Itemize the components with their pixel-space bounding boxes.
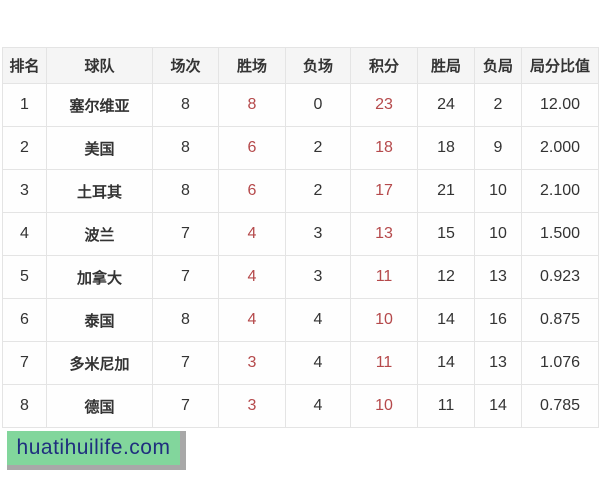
cell-sets-won: 12 xyxy=(417,255,475,299)
cell-set-ratio: 12.00 xyxy=(521,83,599,127)
cell-sets-lost: 2 xyxy=(474,83,522,127)
cell-set-ratio: 1.076 xyxy=(521,341,599,385)
cell-losses: 4 xyxy=(285,298,351,342)
cell-points: 10 xyxy=(350,298,418,342)
cell-rank: 8 xyxy=(2,384,47,428)
cell-played: 7 xyxy=(152,384,219,428)
cell-points: 11 xyxy=(350,255,418,299)
watermark-badge: huatihuilife.com xyxy=(7,431,186,470)
cell-wins: 3 xyxy=(218,384,286,428)
cell-sets-won: 24 xyxy=(417,83,475,127)
cell-rank: 2 xyxy=(2,126,47,170)
header-sets-lost: 负局 xyxy=(474,47,522,84)
table-row: 7 多米尼加 7 3 4 11 14 13 1.076 xyxy=(2,341,599,385)
table-row: 1 塞尔维亚 8 8 0 23 24 2 12.00 xyxy=(2,83,599,127)
cell-sets-lost: 10 xyxy=(474,169,522,213)
cell-team: 德国 xyxy=(46,384,153,428)
table-row: 5 加拿大 7 4 3 11 12 13 0.923 xyxy=(2,255,599,299)
cell-rank: 1 xyxy=(2,83,47,127)
header-played: 场次 xyxy=(152,47,219,84)
table-row: 8 德国 7 3 4 10 11 14 0.785 xyxy=(2,384,599,428)
cell-sets-won: 11 xyxy=(417,384,475,428)
cell-sets-lost: 13 xyxy=(474,255,522,299)
cell-rank: 5 xyxy=(2,255,47,299)
cell-wins: 4 xyxy=(218,298,286,342)
standings-table-container: 排名 球队 场次 胜场 负场 积分 胜局 负局 局分比值 1 塞尔维亚 8 8 … xyxy=(2,47,599,428)
cell-sets-lost: 9 xyxy=(474,126,522,170)
cell-losses: 3 xyxy=(285,212,351,256)
cell-sets-won: 18 xyxy=(417,126,475,170)
cell-losses: 4 xyxy=(285,384,351,428)
table-row: 6 泰国 8 4 4 10 14 16 0.875 xyxy=(2,298,599,342)
cell-team: 泰国 xyxy=(46,298,153,342)
header-points: 积分 xyxy=(350,47,418,84)
cell-rank: 4 xyxy=(2,212,47,256)
cell-wins: 6 xyxy=(218,126,286,170)
cell-rank: 6 xyxy=(2,298,47,342)
header-row: 排名 球队 场次 胜场 负场 积分 胜局 负局 局分比值 xyxy=(2,47,599,84)
watermark-text: huatihuilife.com xyxy=(16,436,171,459)
cell-sets-won: 15 xyxy=(417,212,475,256)
cell-wins: 4 xyxy=(218,255,286,299)
table-body: 1 塞尔维亚 8 8 0 23 24 2 12.00 2 美国 8 6 2 18… xyxy=(2,83,599,428)
cell-played: 8 xyxy=(152,126,219,170)
cell-points: 11 xyxy=(350,341,418,385)
cell-sets-lost: 16 xyxy=(474,298,522,342)
cell-losses: 4 xyxy=(285,341,351,385)
cell-points: 17 xyxy=(350,169,418,213)
cell-sets-won: 14 xyxy=(417,341,475,385)
table-row: 2 美国 8 6 2 18 18 9 2.000 xyxy=(2,126,599,170)
cell-played: 8 xyxy=(152,83,219,127)
cell-team: 土耳其 xyxy=(46,169,153,213)
cell-played: 7 xyxy=(152,255,219,299)
cell-losses: 0 xyxy=(285,83,351,127)
cell-wins: 6 xyxy=(218,169,286,213)
header-set-ratio: 局分比值 xyxy=(521,47,599,84)
cell-team: 波兰 xyxy=(46,212,153,256)
table-row: 4 波兰 7 4 3 13 15 10 1.500 xyxy=(2,212,599,256)
watermark-badge-inner: huatihuilife.com xyxy=(7,431,180,465)
cell-team: 塞尔维亚 xyxy=(46,83,153,127)
header-rank: 排名 xyxy=(2,47,47,84)
cell-points: 18 xyxy=(350,126,418,170)
cell-played: 7 xyxy=(152,341,219,385)
standings-table: 排名 球队 场次 胜场 负场 积分 胜局 负局 局分比值 1 塞尔维亚 8 8 … xyxy=(2,47,599,428)
header-team: 球队 xyxy=(46,47,153,84)
cell-losses: 3 xyxy=(285,255,351,299)
cell-losses: 2 xyxy=(285,126,351,170)
cell-team: 美国 xyxy=(46,126,153,170)
header-losses: 负场 xyxy=(285,47,351,84)
cell-sets-lost: 13 xyxy=(474,341,522,385)
cell-points: 13 xyxy=(350,212,418,256)
cell-rank: 7 xyxy=(2,341,47,385)
cell-sets-won: 14 xyxy=(417,298,475,342)
header-wins: 胜场 xyxy=(218,47,286,84)
cell-sets-lost: 10 xyxy=(474,212,522,256)
cell-losses: 2 xyxy=(285,169,351,213)
cell-wins: 8 xyxy=(218,83,286,127)
cell-team: 加拿大 xyxy=(46,255,153,299)
cell-set-ratio: 0.875 xyxy=(521,298,599,342)
cell-rank: 3 xyxy=(2,169,47,213)
cell-team: 多米尼加 xyxy=(46,341,153,385)
cell-sets-won: 21 xyxy=(417,169,475,213)
cell-played: 7 xyxy=(152,212,219,256)
cell-set-ratio: 0.923 xyxy=(521,255,599,299)
cell-sets-lost: 14 xyxy=(474,384,522,428)
cell-set-ratio: 2.000 xyxy=(521,126,599,170)
table-row: 3 土耳其 8 6 2 17 21 10 2.100 xyxy=(2,169,599,213)
cell-points: 23 xyxy=(350,83,418,127)
cell-played: 8 xyxy=(152,169,219,213)
cell-wins: 3 xyxy=(218,341,286,385)
header-sets-won: 胜局 xyxy=(417,47,475,84)
cell-wins: 4 xyxy=(218,212,286,256)
cell-set-ratio: 1.500 xyxy=(521,212,599,256)
cell-points: 10 xyxy=(350,384,418,428)
cell-set-ratio: 0.785 xyxy=(521,384,599,428)
cell-played: 8 xyxy=(152,298,219,342)
cell-set-ratio: 2.100 xyxy=(521,169,599,213)
